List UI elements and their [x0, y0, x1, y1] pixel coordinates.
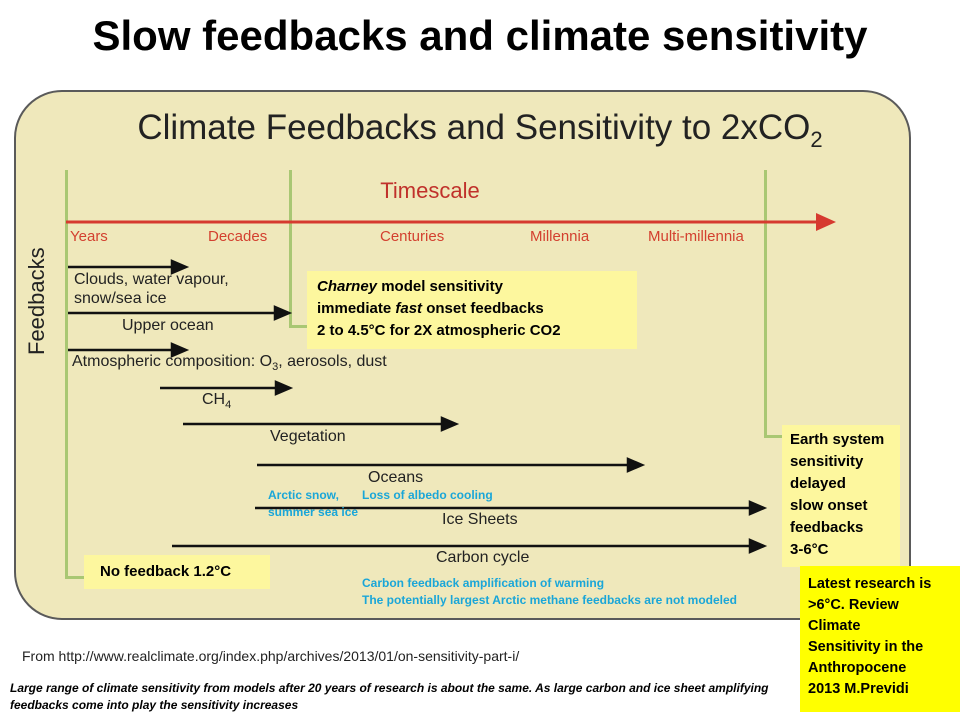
timescale-title: Timescale [380, 178, 480, 203]
source-link[interactable]: From http://www.realclimate.org/index.ph… [22, 648, 520, 664]
multi-millennia-guide-foot [764, 435, 784, 438]
no-feedback-box: No feedback 1.2°C [84, 555, 270, 589]
decades-guide-line [289, 170, 292, 327]
tick-centuries: Centuries [380, 228, 445, 245]
timescale-arrow-head [816, 213, 836, 231]
ch4-label: CH4 [202, 391, 232, 412]
tick-millennia: Millennia [530, 228, 590, 245]
years-guide-foot [65, 576, 87, 579]
vegetation-label: Vegetation [270, 428, 346, 445]
tick-multi-millennia: Multi-millennia [648, 228, 744, 245]
oceans-label: Oceans [368, 469, 424, 486]
years-guide-line [65, 170, 68, 578]
tick-years: Years [70, 228, 108, 245]
atmos-composition-label: Atmospheric composition: O3, aerosols, d… [72, 353, 387, 374]
feedbacks-axis-label: Feedbacks [24, 247, 49, 355]
loss-of-albedo-annotation: Loss of albedo cooling [362, 488, 493, 502]
clouds-label: Clouds, water vapour, snow/sea ice [74, 271, 229, 307]
arctic-snow-annotation: Arctic snow, summer sea ice [268, 488, 359, 519]
diagram-panel [14, 90, 911, 620]
earth-system-box: Earth system sensitivity delayed slow on… [782, 425, 900, 567]
latest-research-box: Latest research is >6°C. Review Climate … [800, 566, 960, 712]
caption: Large range of climate sensitivity from … [10, 681, 769, 712]
carbon-cycle-label: Carbon cycle [436, 549, 530, 566]
multi-millennia-guide-line [764, 170, 767, 437]
slide-title: Slow feedbacks and climate sensitivity [92, 12, 868, 59]
upper-ocean-label: Upper ocean [122, 317, 214, 334]
tick-decades: Decades [208, 228, 268, 245]
ice-sheets-label: Ice Sheets [442, 511, 518, 528]
charney-sensitivity-box: Charney model sensitivity immediate fast… [307, 271, 637, 349]
carbon-amplification-annotation: Carbon feedback amplification of warming… [362, 576, 737, 607]
decades-guide-foot [289, 325, 309, 328]
diagram-title: Climate Feedbacks and Sensitivity to 2xC… [137, 108, 823, 152]
